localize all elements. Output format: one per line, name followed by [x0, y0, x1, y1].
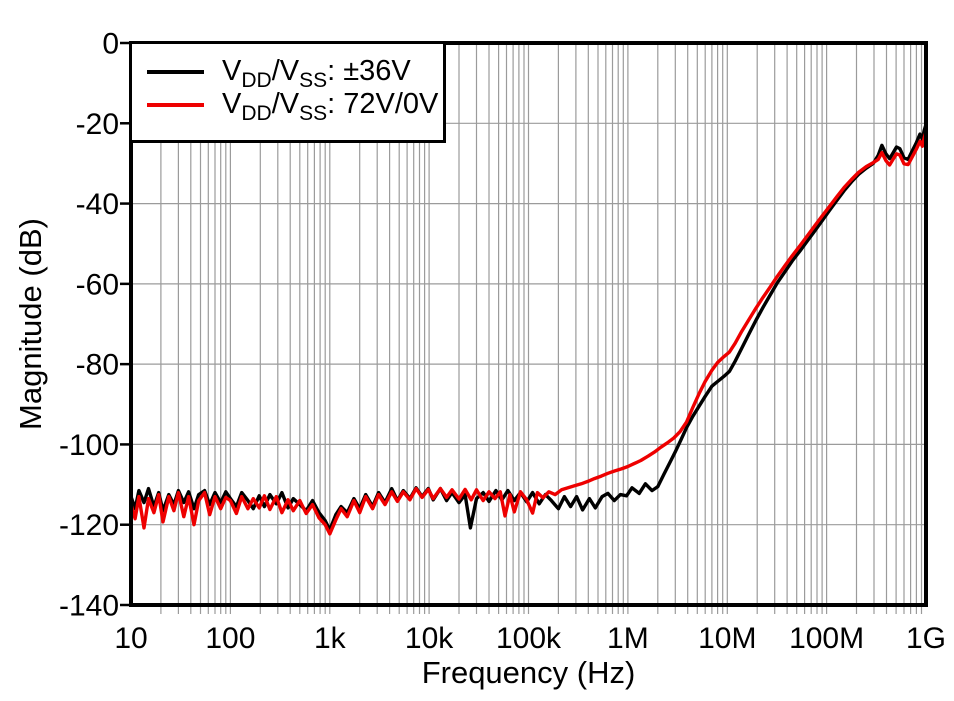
legend-entry-72v0v: VDD/VSS: 72V/0V: [132, 88, 443, 124]
y-tick-label: -120: [59, 509, 119, 542]
legend-text: /V: [271, 88, 300, 120]
y-tick-label: -40: [76, 188, 119, 221]
y-tick-label: -60: [76, 268, 119, 301]
legend-text: : ±36V: [327, 55, 411, 87]
y-tick-label: -80: [76, 349, 119, 382]
legend-text: V: [222, 55, 242, 87]
x-tick-label: 1M: [607, 622, 649, 655]
x-tick-label: 100M: [789, 622, 864, 655]
x-tick-label: 100: [205, 622, 255, 655]
series-line-vdd-vss-72v-0v: [129, 130, 928, 536]
legend-line-sample-black: [147, 69, 204, 74]
x-tick-label: 100k: [496, 622, 562, 655]
x-tick-label: 10: [114, 622, 147, 655]
legend-label-pm36v: VDD/VSS: ±36V: [222, 55, 411, 91]
legend-sub: DD: [241, 68, 272, 92]
plot-frame: [129, 41, 928, 607]
legend-text: V: [222, 88, 242, 120]
legend-label-72v0v: VDD/VSS: 72V/0V: [222, 88, 439, 124]
y-axis-label: Magnitude (dB): [13, 218, 48, 430]
y-tick-label: 0: [102, 28, 119, 61]
legend-text: : 72V/0V: [327, 88, 439, 120]
y-tick-label: -100: [59, 429, 119, 462]
x-tick-label: 10k: [405, 622, 454, 655]
legend-text: /V: [271, 55, 300, 87]
x-tick-label: 1k: [314, 622, 347, 655]
legend: VDD/VSS: ±36V VDD/VSS: 72V/0V: [129, 41, 446, 143]
legend-sub: SS: [299, 68, 328, 92]
y-tick-label: -140: [59, 590, 119, 623]
x-tick-label: 10M: [698, 622, 756, 655]
legend-sub: DD: [241, 101, 272, 125]
y-tick-label: -20: [76, 108, 119, 141]
x-axis-label: Frequency (Hz): [421, 655, 636, 690]
legend-entry-pm36v: VDD/VSS: ±36V: [132, 55, 443, 91]
x-tick-label: 1G: [906, 622, 946, 655]
legend-sub: SS: [299, 101, 328, 125]
legend-line-sample-red: [147, 102, 204, 107]
